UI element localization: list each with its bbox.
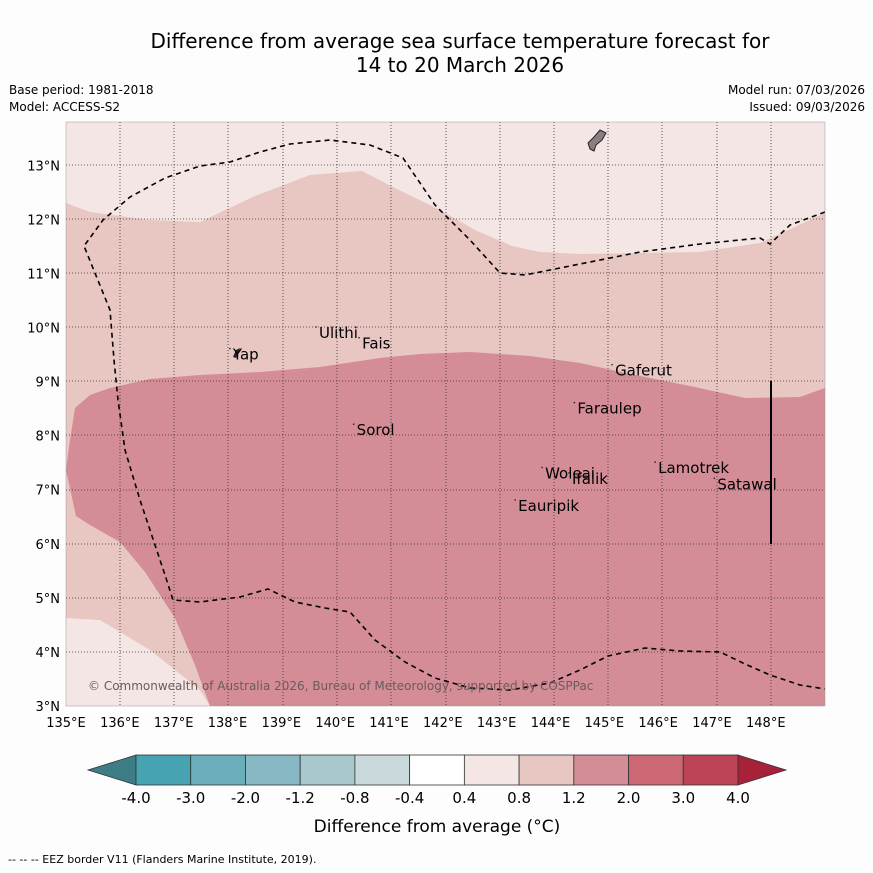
colorbar-segment bbox=[463, 754, 520, 786]
map-frame bbox=[65, 121, 826, 707]
eez-border bbox=[83, 139, 825, 691]
colorbar-tick-label: -4.0 bbox=[121, 789, 150, 807]
guam-island bbox=[587, 129, 607, 152]
lat-tick-label: 6°N bbox=[36, 538, 61, 553]
colorbar-segment bbox=[245, 754, 301, 786]
colorbar-tick-label: 0.8 bbox=[507, 789, 531, 807]
colorbar-segment bbox=[135, 754, 192, 786]
lon-tick-label: 137°E bbox=[154, 716, 194, 731]
anomaly-band-southwest-light bbox=[66, 620, 130, 706]
colorbar-tick-label: 4.0 bbox=[726, 789, 750, 807]
place-label: Yap bbox=[232, 346, 259, 364]
island-marker bbox=[611, 363, 613, 366]
lat-tick-label: 3°N bbox=[36, 700, 61, 715]
lat-tick-label: 9°N bbox=[36, 376, 61, 391]
lon-tick-label: 138°E bbox=[208, 716, 248, 731]
place-label: Sorol bbox=[357, 421, 395, 439]
copyright-text: © Commonwealth of Australia 2026, Bureau… bbox=[88, 679, 593, 693]
lon-tick-label: 135°E bbox=[46, 716, 86, 731]
colorbar-segment bbox=[628, 754, 684, 786]
lat-tick-label: 8°N bbox=[36, 430, 61, 445]
colorbar-tick-label: -0.4 bbox=[395, 789, 424, 807]
island-marker bbox=[713, 477, 716, 480]
model-name: Model: ACCESS-S2 bbox=[9, 100, 121, 114]
yap-island bbox=[233, 348, 240, 358]
colorbar-extend-low bbox=[86, 754, 137, 786]
island-marker bbox=[568, 472, 570, 474]
lon-tick-label: 144°E bbox=[531, 716, 571, 731]
latitude-labels: 13°N 12°N 11°N 10°N 9°N 8°N 7°N 6°N 5°N 4°N 3°N bbox=[27, 159, 60, 715]
island-marker bbox=[573, 401, 576, 404]
model-run: Model run: 07/03/2026 bbox=[727, 83, 865, 97]
colorbar-tick-label: -2.0 bbox=[231, 789, 260, 807]
lon-tick-label: 139°E bbox=[262, 716, 302, 731]
colorbar-tick-label: 2.0 bbox=[617, 789, 641, 807]
lon-tick-label: 141°E bbox=[369, 716, 409, 731]
lon-tick-label: 146°E bbox=[638, 716, 678, 731]
colorbar-tick-label: -3.0 bbox=[176, 789, 205, 807]
island-marker bbox=[229, 347, 231, 350]
place-label: Faraulep bbox=[577, 400, 641, 418]
island-marker bbox=[514, 499, 516, 501]
place-label: Gaferut bbox=[615, 362, 672, 380]
colorbar-label: Difference from average (°C) bbox=[314, 817, 561, 837]
island-marker bbox=[315, 326, 317, 328]
colorbar-tick-label: 1.2 bbox=[562, 789, 586, 807]
colorbar-segment bbox=[299, 754, 356, 786]
place-label: Ifalik bbox=[572, 470, 608, 488]
lat-tick-label: 4°N bbox=[36, 646, 61, 661]
lat-tick-label: 10°N bbox=[27, 321, 60, 336]
longitude-labels: 135°E 136°E 137°E 138°E 139°E 140°E 141°E 142°E… bbox=[46, 716, 785, 731]
colorbar-extend-high bbox=[737, 754, 788, 786]
island-marker bbox=[541, 466, 543, 469]
lat-tick-label: 11°N bbox=[27, 267, 60, 282]
title-line-2: 14 to 20 March 2026 bbox=[355, 53, 565, 77]
place-label: Satawal bbox=[717, 475, 776, 493]
island-marker bbox=[352, 423, 355, 426]
colorbar-tick-label: -0.8 bbox=[340, 789, 369, 807]
lat-tick-label: 12°N bbox=[27, 213, 60, 228]
colorbar-segment bbox=[354, 754, 411, 786]
colorbar-segment bbox=[190, 754, 246, 786]
colorbar-tick-label: 0.4 bbox=[452, 789, 476, 807]
place-label: Lamotrek bbox=[658, 459, 729, 477]
colorbar-segment bbox=[682, 754, 739, 786]
colorbar-segment bbox=[409, 754, 465, 786]
lon-tick-label: 142°E bbox=[423, 716, 463, 731]
island-marker bbox=[358, 336, 360, 339]
colorbar: -4.0 -3.0 -2.0 -1.2 -0.8 -0.4 0.4 0.8 1.2 2.0 3.0 4… bbox=[86, 754, 788, 807]
lon-tick-label: 145°E bbox=[585, 716, 625, 731]
issued-date: Issued: 09/03/2026 bbox=[749, 100, 865, 114]
anomaly-band-1-2-to-2-0 bbox=[66, 352, 825, 706]
lat-tick-label: 13°N bbox=[27, 159, 60, 174]
base-period: Base period: 1981-2018 bbox=[9, 83, 154, 97]
title-line-1: Difference from average sea surface temp… bbox=[150, 29, 770, 53]
eez-footnote: -- -- -- EEZ border V11 (Flanders Marine… bbox=[8, 853, 317, 866]
colorbar-tick-label: -1.2 bbox=[286, 789, 315, 807]
lon-tick-label: 136°E bbox=[100, 716, 140, 731]
colorbar-segment bbox=[573, 754, 629, 786]
lon-tick-label: 143°E bbox=[477, 716, 517, 731]
lon-tick-label: 147°E bbox=[692, 716, 732, 731]
lon-tick-label: 148°E bbox=[746, 716, 786, 731]
lat-tick-label: 5°N bbox=[36, 592, 61, 607]
place-label: Ulithi bbox=[319, 324, 358, 342]
gridlines bbox=[66, 122, 825, 706]
lat-tick-label: 7°N bbox=[36, 484, 61, 499]
lon-tick-label: 140°E bbox=[315, 716, 355, 731]
place-label: Woleai bbox=[545, 464, 595, 482]
colorbar-segment bbox=[518, 754, 575, 786]
island-marker bbox=[654, 461, 656, 463]
place-label: Eauripik bbox=[518, 497, 579, 515]
place-label: Fais bbox=[362, 335, 391, 353]
colorbar-tick-label: 3.0 bbox=[671, 789, 695, 807]
